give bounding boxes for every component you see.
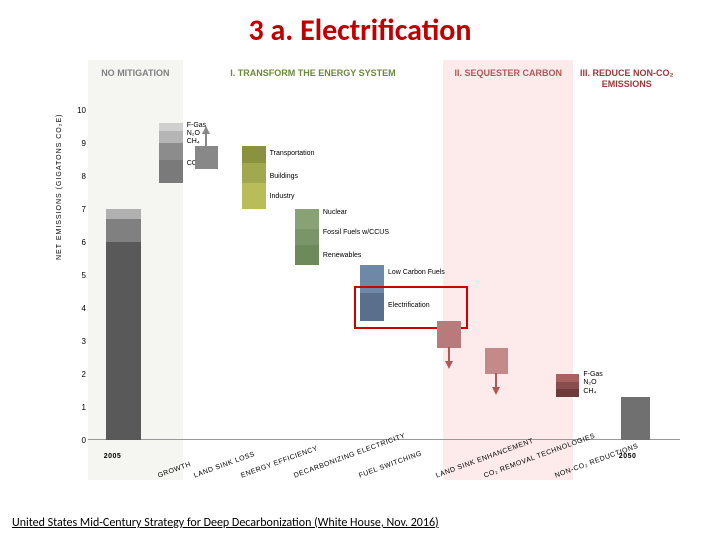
- bar-segment: [242, 183, 266, 209]
- arrow-up-icon: [202, 126, 210, 134]
- bar-segment: [242, 146, 266, 163]
- arrow-down-icon: [448, 347, 450, 361]
- bar-segment: [159, 123, 183, 131]
- bar-segment: [556, 397, 580, 440]
- bar-growth: [159, 123, 183, 440]
- y-axis-label: NET EMISSIONS (GIGATONS CO₂E): [56, 114, 63, 260]
- bar-segment: [556, 382, 580, 389]
- y-tick: 4: [68, 304, 86, 313]
- bar-segment: [485, 348, 509, 374]
- bar-segment: [295, 229, 319, 246]
- bar-segment: [106, 219, 142, 242]
- series-label: CH₄: [583, 388, 596, 395]
- bar-segment: [556, 374, 580, 382]
- y-tick: 3: [68, 337, 86, 346]
- y-tick: 0: [68, 436, 86, 445]
- series-label: Transportation: [270, 150, 315, 157]
- bar-segment: [437, 321, 461, 347]
- bar-segment: [295, 245, 319, 265]
- y-tick: 9: [68, 139, 86, 148]
- bar-b2005: [106, 209, 142, 440]
- panel-header: NO MITIGATION: [88, 60, 183, 87]
- series-label: CH₄: [187, 138, 200, 145]
- bar-segment: [295, 209, 319, 229]
- bar-segment: [159, 183, 183, 440]
- arrow-down-icon: [495, 373, 497, 387]
- slide-title: 3 a. Electrification: [0, 12, 720, 49]
- y-tick: 10: [68, 106, 86, 115]
- series-label: F-Gas: [583, 371, 602, 378]
- bar-segment: [106, 242, 142, 440]
- series-label: Buildings: [270, 173, 298, 180]
- bar-segment: [242, 209, 266, 440]
- series-label: Industry: [270, 193, 295, 200]
- waterfall-chart: NO MITIGATIONI. TRANSFORM THE ENERGY SYS…: [30, 60, 690, 480]
- bar-segment: [360, 321, 384, 440]
- bar-b2050: [621, 397, 651, 440]
- series-label: Renewables: [323, 252, 362, 259]
- bar-segment: [159, 143, 183, 160]
- series-label: N₂O: [187, 130, 200, 137]
- series-label: Low Carbon Fuels: [388, 269, 445, 276]
- bar-segment: [159, 160, 183, 183]
- y-axis: 012345678910: [64, 110, 86, 440]
- y-tick: 2: [68, 370, 86, 379]
- x-label: 2050: [619, 453, 637, 460]
- y-tick: 8: [68, 172, 86, 181]
- series-label: Fossil Fuels w/CCUS: [323, 229, 389, 236]
- y-tick: 1: [68, 403, 86, 412]
- bar-segment: [159, 131, 183, 143]
- bar-eff: [242, 146, 266, 440]
- bar-segment: [106, 209, 142, 219]
- arrow-down-icon: [492, 387, 500, 395]
- bar-segment: [195, 169, 219, 440]
- bar-segment: [295, 265, 319, 440]
- bar-segment: [556, 389, 580, 397]
- bar-segment: [242, 163, 266, 183]
- panel-header: I. TRANSFORM THE ENERGY SYSTEM: [183, 60, 443, 87]
- bar-segment: [195, 146, 219, 169]
- bar-landsink: [195, 146, 219, 440]
- bar-decarb: [295, 209, 319, 440]
- arrow-down-icon: [445, 361, 453, 369]
- bar-landenh: [437, 321, 461, 440]
- y-tick: 6: [68, 238, 86, 247]
- source-footer: United States Mid-Century Strategy for D…: [12, 516, 439, 530]
- series-label: Nuclear: [323, 209, 347, 216]
- bar-nonco2: [556, 374, 580, 440]
- y-tick: 7: [68, 205, 86, 214]
- plot-area: 2005GROWTHF-GasN₂OCH₄CO₂LAND SINK LOSSEN…: [88, 110, 680, 440]
- x-label: 2005: [104, 453, 122, 460]
- bar-segment: [621, 397, 651, 440]
- panel-header: II. SEQUESTER CARBON: [443, 60, 573, 87]
- series-label: N₂O: [583, 379, 596, 386]
- arrow-up-icon: [205, 134, 207, 146]
- y-tick: 5: [68, 271, 86, 280]
- panel-header: III. REDUCE NON-CO₂ EMISSIONS: [573, 60, 680, 98]
